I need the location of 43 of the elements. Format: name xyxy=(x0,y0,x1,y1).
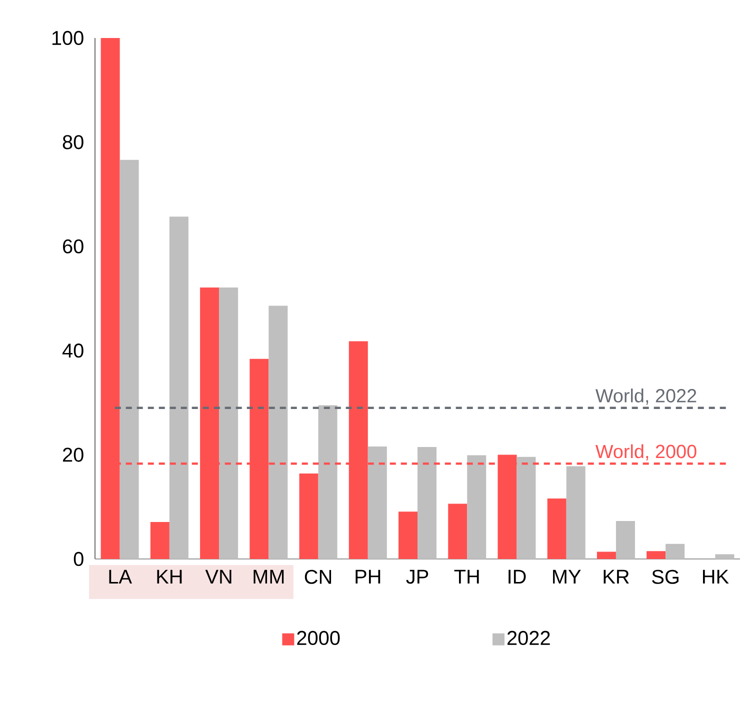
bar xyxy=(120,160,139,559)
y-tick-label: 40 xyxy=(62,344,84,358)
bar xyxy=(219,288,238,559)
x-tick-label: ID xyxy=(508,570,526,584)
bar xyxy=(299,474,318,559)
bar xyxy=(368,446,387,559)
y-tick-label: 100 xyxy=(52,30,84,46)
bar xyxy=(150,522,170,559)
x-tick-label: MM xyxy=(254,570,284,584)
x-tick-label: JP xyxy=(406,570,428,584)
y-tick-label: 20 xyxy=(63,448,84,462)
bar xyxy=(467,455,486,559)
x-tick-label: VN xyxy=(205,570,232,584)
y-tick-label: 80 xyxy=(62,135,84,150)
ref-line-label: World, 2000 xyxy=(595,444,696,460)
bar xyxy=(596,552,616,559)
x-tick-label: TH xyxy=(454,570,479,584)
x-tick-label: PH xyxy=(356,570,380,584)
bar xyxy=(616,520,635,559)
x-tick-label: SG xyxy=(652,570,678,584)
x-tick-label: HK xyxy=(703,570,729,584)
ref-line-label: World, 2022 xyxy=(595,388,696,405)
x-tick-label: KR xyxy=(604,570,629,584)
bar xyxy=(318,405,338,559)
bar xyxy=(268,306,288,559)
bar xyxy=(646,551,666,559)
x-tick-label: MY xyxy=(553,570,581,584)
y-tick-label: 60 xyxy=(63,239,84,254)
legend-label: 2022 xyxy=(508,630,550,645)
y-tick-label: 0 xyxy=(74,552,84,566)
bar xyxy=(715,554,734,559)
bar xyxy=(418,446,437,559)
x-tick-label: LA xyxy=(109,570,132,584)
bar xyxy=(547,498,566,559)
bar xyxy=(566,466,586,559)
bar xyxy=(169,216,188,559)
bar xyxy=(666,544,685,559)
bar xyxy=(398,512,418,559)
x-tick-label: CN xyxy=(304,570,332,584)
bar xyxy=(448,504,468,559)
bar xyxy=(516,456,536,559)
x-tick-label: KH xyxy=(157,570,182,584)
legend-label: 2000 xyxy=(297,630,340,645)
